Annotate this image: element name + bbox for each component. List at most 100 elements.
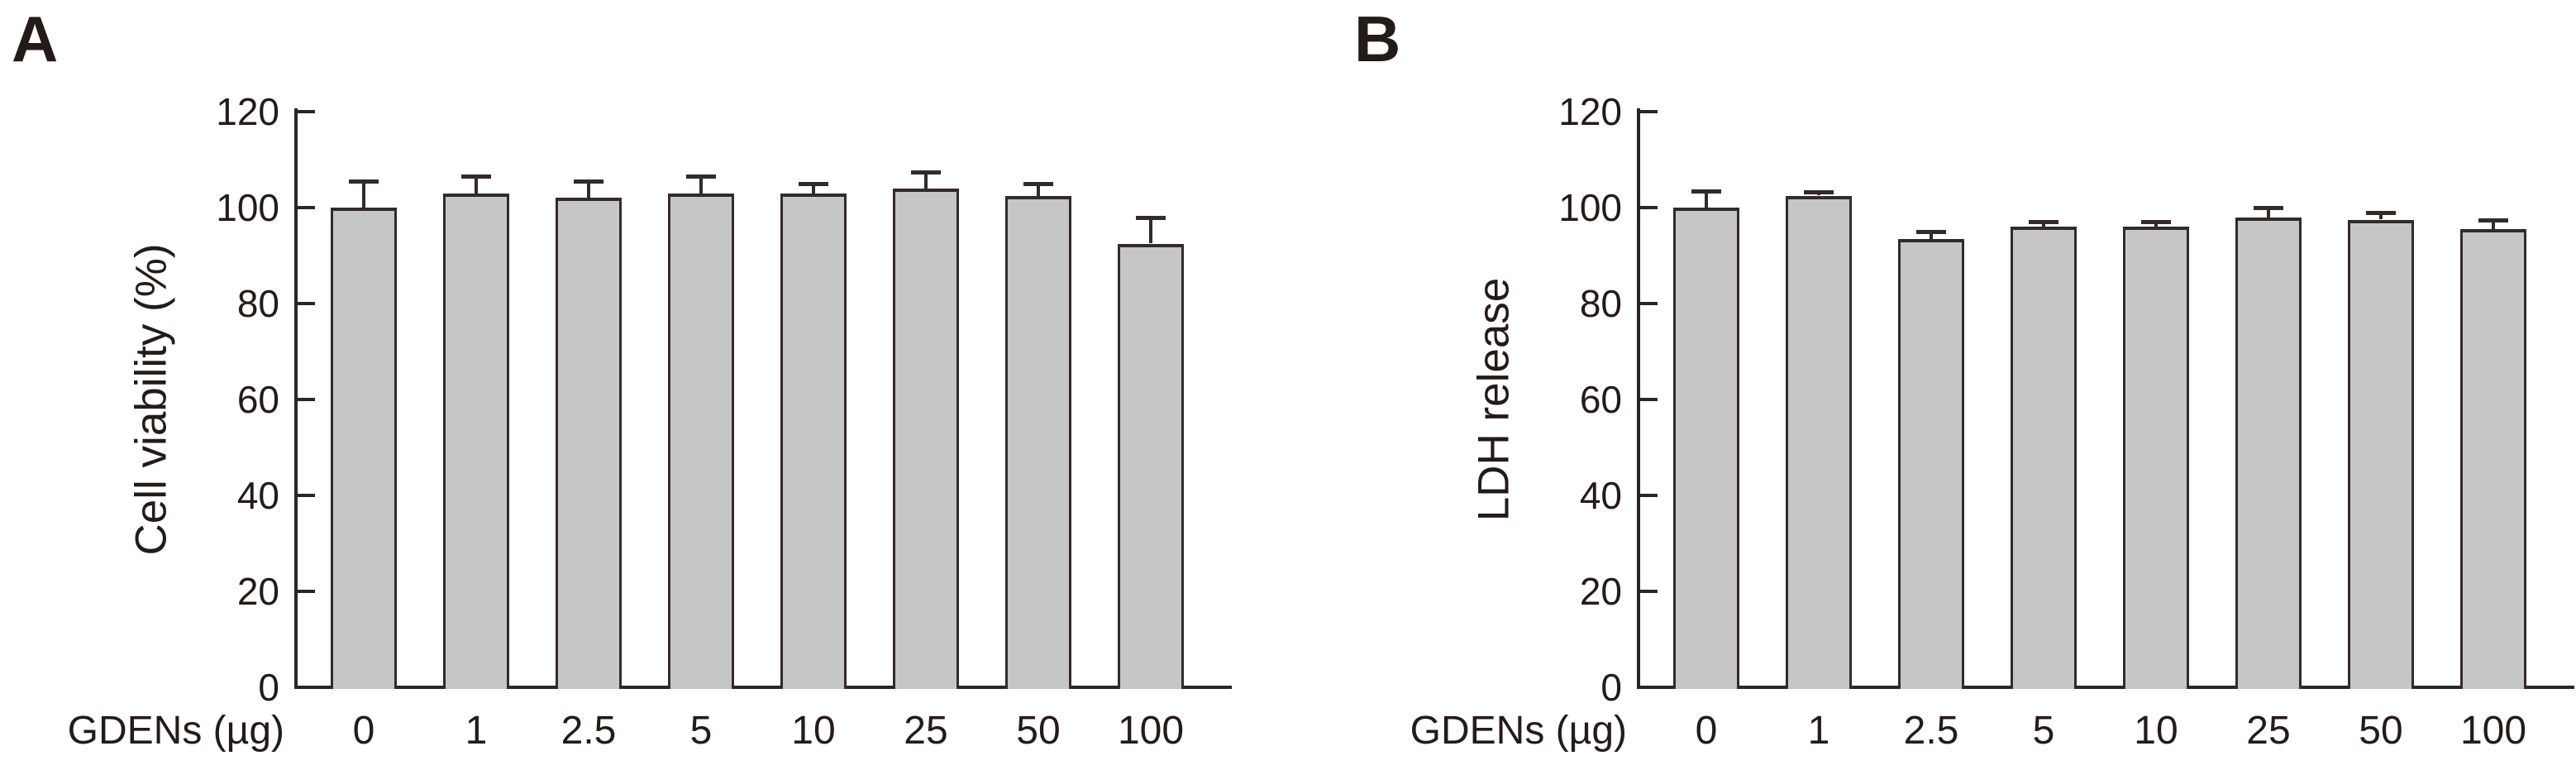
panel-b-bar-100 <box>2460 229 2526 689</box>
panel-a-label: A <box>12 2 60 75</box>
panel-b-y-tick-120 <box>1640 110 1658 113</box>
panel-a-y-tick-label-80: 80 <box>236 282 279 325</box>
panel-b-y-tick-label-120: 120 <box>1558 90 1622 133</box>
panel-b-y-tick-label-60: 60 <box>1579 378 1622 421</box>
panel-a-error-cap-100 <box>1136 215 1166 220</box>
panel-a-error-bar-25 <box>924 171 928 189</box>
panel-a-error-cap-2.5 <box>574 179 603 184</box>
panel-b-y-tick-20 <box>1640 590 1658 593</box>
panel-b-x-tick-label-10: 10 <box>2134 709 2178 753</box>
panel-a-y-tick-120 <box>298 110 315 113</box>
panel-a-x-tick-label-50: 50 <box>1016 709 1061 753</box>
panel-b-error-bar-100 <box>2492 219 2495 230</box>
panel-b-x-tick-label-1: 1 <box>1807 709 1830 753</box>
panel-a-x-tick-label-25: 25 <box>904 709 948 753</box>
panel-a-y-tick-label-120: 120 <box>216 90 279 133</box>
panel-b-y-tick-40 <box>1640 494 1658 497</box>
panel-a-y-tick-20 <box>298 590 315 593</box>
panel-a-x-tick-label-10: 10 <box>791 709 836 753</box>
panel-a-bar-100 <box>1118 243 1184 689</box>
panel-a-x-tick-label-0: 0 <box>352 709 375 753</box>
panel-b-bar-10 <box>2123 227 2189 689</box>
panel-b-y-tick-100 <box>1640 206 1658 209</box>
panel-a-error-cap-5 <box>686 175 716 179</box>
panel-a-error-bar-0 <box>362 181 365 208</box>
panel-a-x-tick-label-100: 100 <box>1117 709 1185 753</box>
panel-a-y-tick-100 <box>298 206 315 209</box>
panel-b-error-bar-2.5 <box>1930 232 1933 239</box>
panel-a-bar-25 <box>893 188 959 689</box>
panel-b-error-cap-25 <box>2254 206 2283 210</box>
panel-b-x-axis-title: GDENs (µg) <box>1410 709 1627 753</box>
panel-a-bar-5 <box>668 193 734 689</box>
panel-b: B LDH release GDENs (µg) 0 20 40 60 80 100 120… <box>1343 0 2576 770</box>
panel-a-y-tick-label-40: 40 <box>236 474 279 517</box>
panel-a-x-tick-label-5: 5 <box>689 709 713 753</box>
panel-b-y-tick-60 <box>1640 398 1658 401</box>
panel-a: A Cell viability (%) GDENs (µg) 0 20 40 60 8… <box>0 0 1233 770</box>
panel-b-error-cap-0 <box>1691 189 1721 194</box>
panel-b-bar-0 <box>1673 208 1739 689</box>
panel-b-error-cap-50 <box>2366 210 2396 215</box>
panel-b-x-tick-label-50: 50 <box>2359 709 2403 753</box>
panel-b-y-tick-label-100: 100 <box>1558 186 1622 229</box>
panel-a-bar-0 <box>331 208 397 689</box>
panel-a-bar-2.5 <box>556 198 622 689</box>
panel-a-x-axis-line <box>294 686 1232 689</box>
panel-b-bar-2.5 <box>1898 238 1964 689</box>
panel-a-error-bar-50 <box>1037 184 1040 196</box>
panel-b-y-tick-label-20: 20 <box>1579 570 1622 613</box>
panel-b-bar-5 <box>2011 227 2077 689</box>
panel-a-y-axis-line <box>294 108 298 689</box>
panel-b-y-tick-0 <box>1640 686 1658 689</box>
panel-b-label: B <box>1354 2 1402 75</box>
panel-b-error-bar-25 <box>2267 208 2270 218</box>
panel-a-y-tick-label-100: 100 <box>216 186 279 229</box>
panel-a-error-bar-100 <box>1149 217 1152 244</box>
panel-a-error-bar-5 <box>699 176 703 194</box>
panel-b-y-axis-line <box>1637 108 1640 689</box>
panel-a-error-bar-2.5 <box>587 181 590 198</box>
panel-b-x-tick-label-0: 0 <box>1695 709 1718 753</box>
panel-b-x-axis-line <box>1637 686 2574 689</box>
panel-b-x-tick-label-100: 100 <box>2459 709 2527 753</box>
panel-b-x-tick-label-5: 5 <box>2032 709 2055 753</box>
panel-a-bar-50 <box>1005 195 1071 689</box>
panel-a-error-cap-10 <box>799 182 828 186</box>
panel-a-x-tick-label-2.5: 2.5 <box>561 709 617 753</box>
panel-b-error-bar-50 <box>2379 212 2383 220</box>
panel-a-bar-1 <box>443 193 509 689</box>
panel-b-y-tick-label-40: 40 <box>1579 474 1622 517</box>
panel-a-error-cap-0 <box>349 179 379 184</box>
panel-a-error-cap-50 <box>1023 182 1053 186</box>
panel-b-bar-1 <box>1786 195 1852 689</box>
panel-b-error-cap-100 <box>2478 218 2508 222</box>
panel-b-error-bar-0 <box>1705 190 1708 208</box>
panel-a-error-bar-10 <box>812 184 815 194</box>
panel-b-y-tick-label-0: 0 <box>1600 666 1622 709</box>
panel-a-bar-10 <box>780 193 847 689</box>
panel-a-y-tick-60 <box>298 398 315 401</box>
panel-b-bar-50 <box>2348 219 2414 689</box>
panel-b-error-cap-10 <box>2141 220 2171 225</box>
panel-a-x-axis-title: GDENs (µg) <box>67 709 284 753</box>
panel-a-y-tick-0 <box>298 686 315 689</box>
panel-b-y-tick-80 <box>1640 302 1658 305</box>
panel-a-y-tick-label-60: 60 <box>236 378 279 421</box>
panel-a-y-tick-40 <box>298 494 315 497</box>
panel-a-error-cap-25 <box>911 170 941 175</box>
panel-a-y-tick-label-20: 20 <box>236 570 279 613</box>
panel-a-x-tick-label-1: 1 <box>465 709 488 753</box>
panel-b-y-tick-label-80: 80 <box>1579 282 1622 325</box>
panel-a-error-cap-1 <box>461 175 491 179</box>
panel-b-error-cap-2.5 <box>1916 230 1946 234</box>
panel-a-error-bar-1 <box>475 176 478 194</box>
panel-b-bar-25 <box>2235 217 2302 689</box>
panel-b-error-cap-5 <box>2029 220 2058 225</box>
panel-b-x-tick-label-2.5: 2.5 <box>1903 709 1959 753</box>
panel-b-error-cap-1 <box>1804 189 1834 194</box>
panel-a-y-tick-label-0: 0 <box>258 666 279 709</box>
panel-b-x-tick-label-25: 25 <box>2246 709 2291 753</box>
panel-a-y-tick-80 <box>298 302 315 305</box>
